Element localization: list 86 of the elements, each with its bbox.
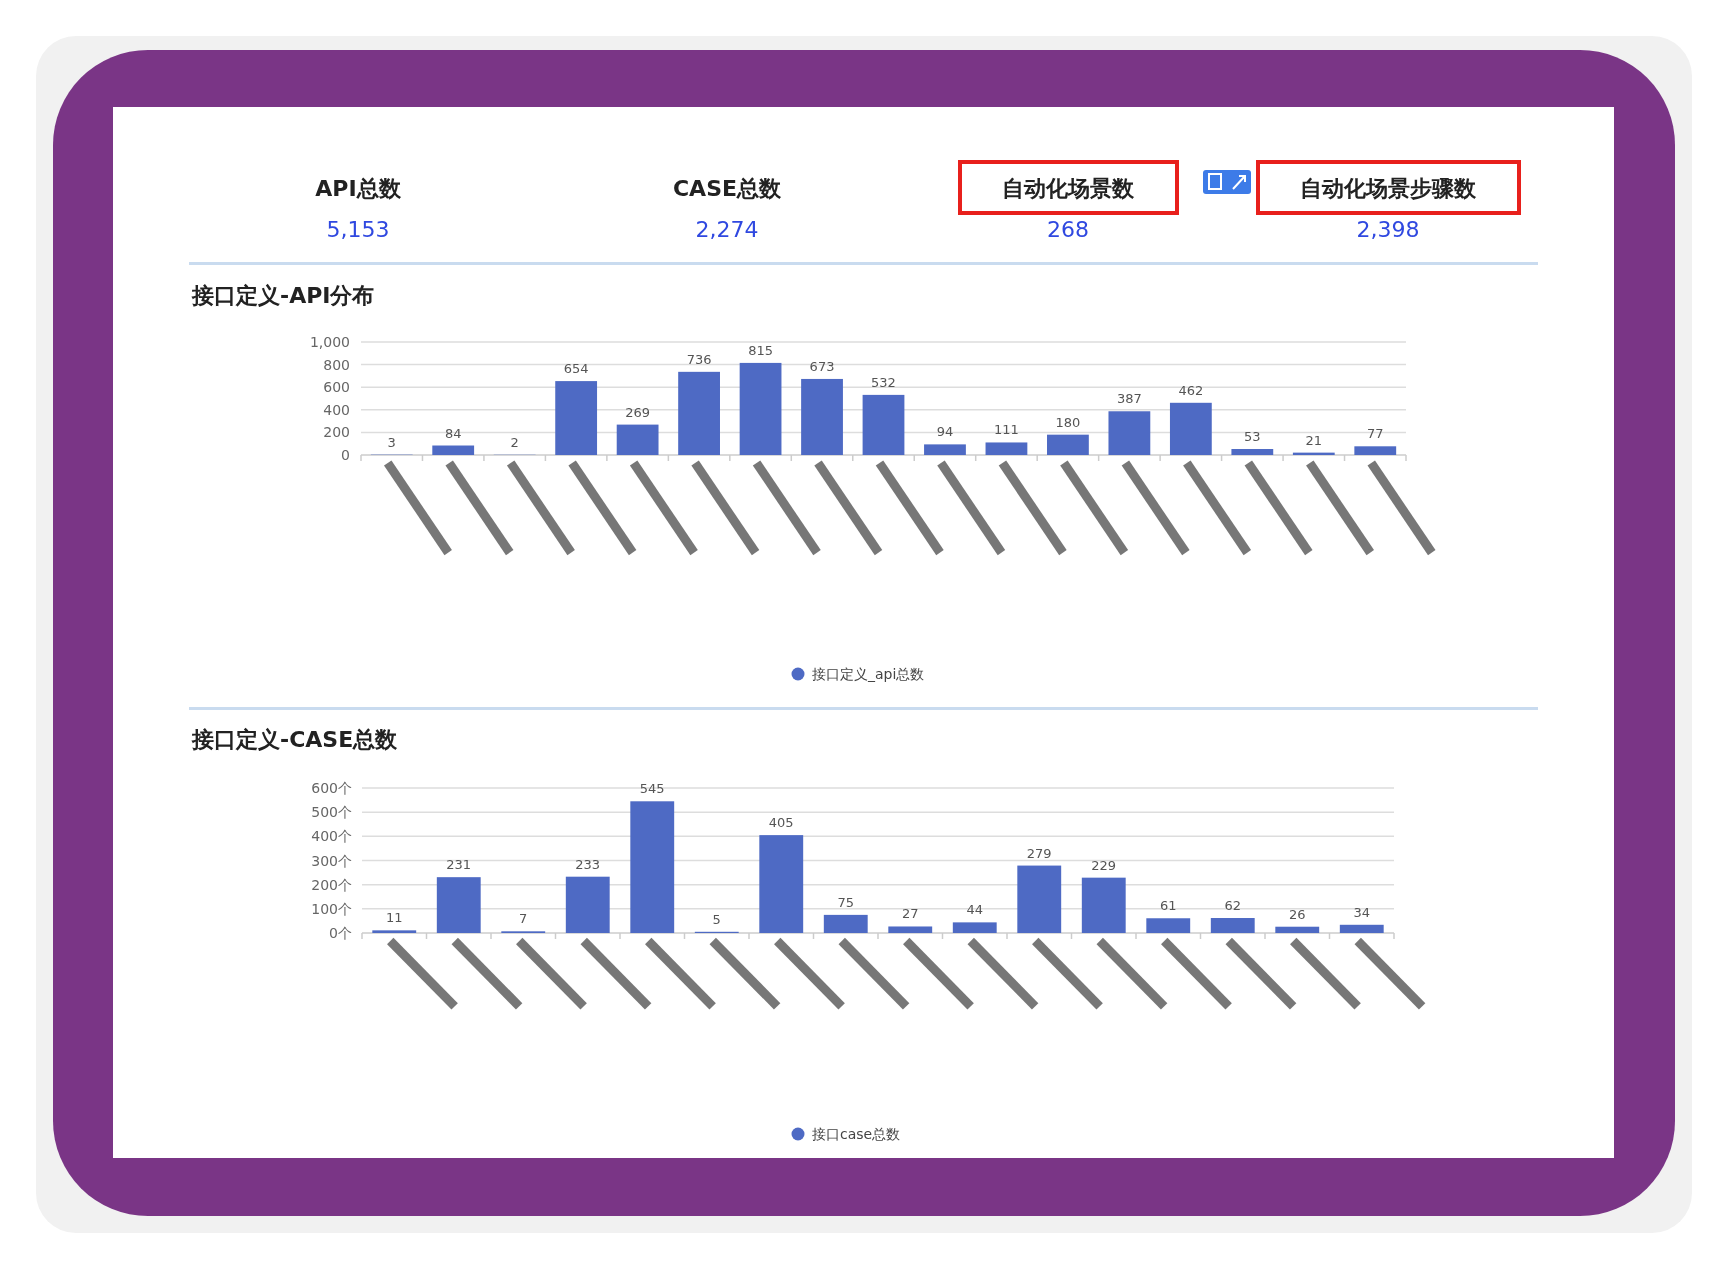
data-label: 229 [1091,857,1117,873]
chart-title: 接口定义-API分布 [191,283,375,308]
bar [1354,446,1397,455]
data-label: 11 [385,910,403,926]
bar [436,877,481,933]
bar [1146,918,1191,933]
bar [924,444,966,455]
text: 5,153 [326,217,390,242]
bar [630,801,675,933]
bar [823,914,868,933]
y-tick-label: 0个 [329,925,352,941]
data-label: 21 [1305,432,1323,448]
category-label: 自动化场景步骤数 [1300,176,1477,201]
y-tick-label: 600个 [311,780,352,796]
bar [862,394,905,455]
category-label: API总数 [315,176,402,201]
data-label: 405 [768,815,794,831]
data-label: 53 [1244,429,1261,445]
bar [565,876,610,933]
data-label: 77 [1366,426,1384,442]
data-label: 462 [1178,382,1204,398]
text: 2,274 [695,217,759,242]
data-label: 5 [712,911,721,927]
y-tick-label: 300个 [311,852,352,869]
bar [1047,434,1089,455]
data-label: 654 [563,361,589,377]
text: 268 [1047,217,1089,242]
data-label: 180 [1055,414,1081,430]
data-label: 269 [625,404,651,420]
data-label: 673 [809,358,835,374]
data-label: 27 [901,906,919,922]
data-label: 84 [444,425,462,441]
data-label: 62 [1224,898,1242,914]
y-tick-label: 0 [341,447,350,463]
data-label: 815 [748,342,773,358]
data-label: 231 [446,857,472,873]
bar [759,835,804,933]
bar [432,445,475,455]
data-label: 2 [510,434,519,450]
bar [1108,411,1151,455]
y-tick-label: 400 [323,401,350,418]
data-label: 94 [936,424,954,440]
y-tick-label: 100个 [311,900,352,917]
bar [985,442,1028,455]
bar [801,378,843,455]
category-label: CASE总数 [672,176,783,201]
bar [1231,449,1274,455]
bar [678,371,720,455]
text: 2,398 [1356,217,1420,242]
bar [372,930,417,933]
data-label: 34 [1353,904,1371,920]
data-label: 44 [966,902,984,918]
y-tick-label: 500个 [311,804,352,821]
bar [555,381,598,455]
bar [1210,918,1255,933]
category-label: 自动化场景数 [1002,176,1135,201]
bar [952,922,997,933]
data-label: 545 [639,781,665,797]
data-label: 111 [994,422,1019,438]
y-tick-label: 800 [323,356,350,373]
data-label: 279 [1026,845,1052,861]
y-tick-label: 600 [323,379,350,396]
bar [1081,877,1126,933]
bar [739,362,782,455]
bar [1339,924,1384,933]
data-label: 75 [837,894,855,910]
y-tick-label: 1,000 [309,334,350,350]
y-tick-label: 200个 [311,876,352,893]
data-label: 736 [686,351,712,367]
data-label: 7 [519,911,528,927]
data-label: 532 [871,374,896,390]
legend-label: 接口case总数 [812,1126,901,1142]
y-tick-label: 200 [323,424,350,441]
data-label: 61 [1159,898,1177,914]
bar [1169,402,1212,455]
bar [1275,926,1320,933]
data-label: 26 [1288,906,1306,922]
data-label: 233 [575,856,601,872]
data-label: 387 [1116,391,1142,407]
data-label: 3 [387,434,396,450]
bar [1017,865,1062,933]
chart-title: 接口定义-CASE总数 [191,727,399,752]
y-tick-label: 400个 [311,828,352,845]
legend-label: 接口定义_api总数 [812,666,925,682]
bar [888,926,933,933]
bar [616,424,659,455]
